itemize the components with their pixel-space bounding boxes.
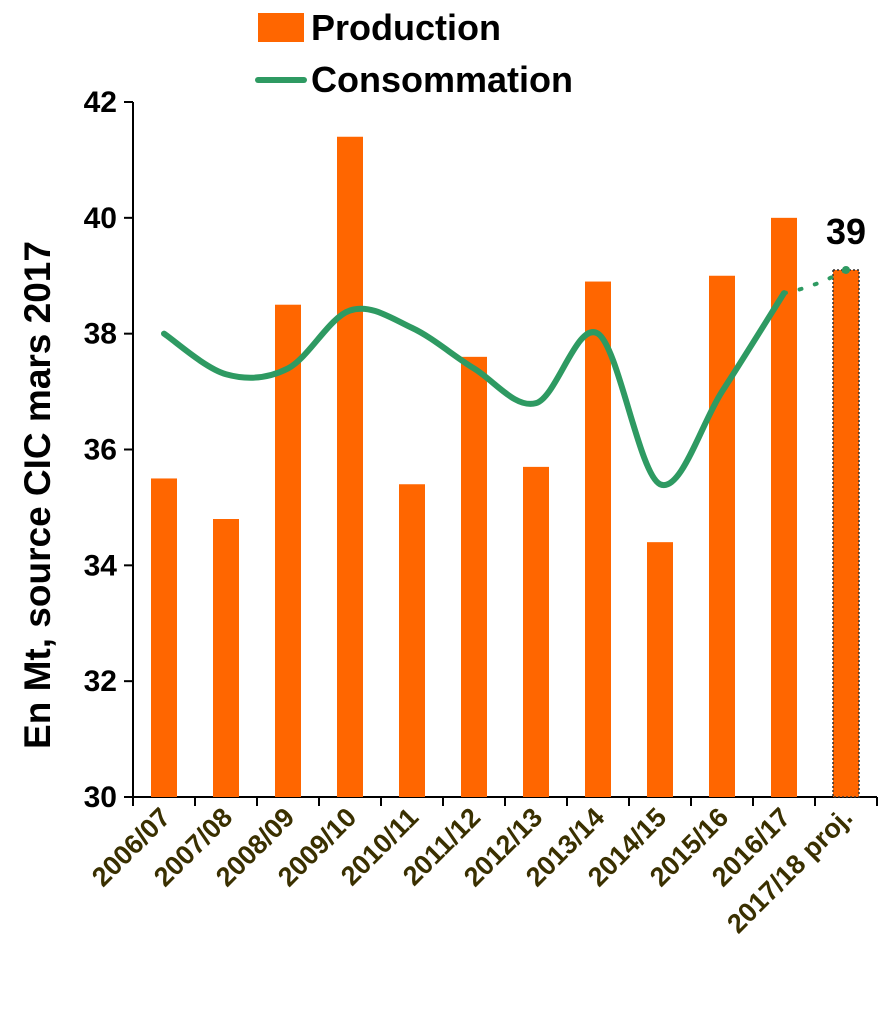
data-label-projection: 39 xyxy=(826,211,866,252)
bar-production xyxy=(523,466,549,797)
x-ticks: 2006/072007/082008/092009/102010/112011/… xyxy=(86,797,878,939)
production-bars xyxy=(151,136,860,798)
legend-label-consommation: Consommation xyxy=(311,59,573,100)
bar-production xyxy=(832,269,860,798)
bar-production xyxy=(771,217,797,798)
consommation-line-group xyxy=(161,265,850,489)
y-ticks: 30 32 34 36 38 40 42 xyxy=(84,86,133,814)
bar-production xyxy=(275,304,301,797)
bar-production xyxy=(151,478,177,797)
y-tick-label: 40 xyxy=(84,202,117,235)
bar-production xyxy=(585,281,611,798)
legend: Production Consommation xyxy=(255,7,573,100)
bar-production xyxy=(337,136,363,797)
bar-production xyxy=(213,519,239,797)
bar-production xyxy=(647,542,673,797)
legend-label-production: Production xyxy=(311,7,501,48)
y-tick-label: 36 xyxy=(84,434,117,467)
y-tick-label: 32 xyxy=(84,665,117,698)
consommation-line-projection xyxy=(782,267,848,296)
consommation-line xyxy=(161,290,787,489)
bar-production xyxy=(399,484,425,797)
y-tick-label: 42 xyxy=(84,86,117,119)
y-tick-label: 34 xyxy=(84,549,118,582)
y-tick-label: 38 xyxy=(84,318,117,351)
y-tick-label: 30 xyxy=(84,781,117,814)
legend-swatch-production xyxy=(258,13,304,42)
bar-production xyxy=(461,356,487,797)
consommation-point-projection xyxy=(842,265,850,274)
y-axis-label: En Mt, source CIC mars 2017 xyxy=(17,241,58,749)
bar-production xyxy=(709,275,735,797)
data-labels: 39 xyxy=(826,211,866,252)
